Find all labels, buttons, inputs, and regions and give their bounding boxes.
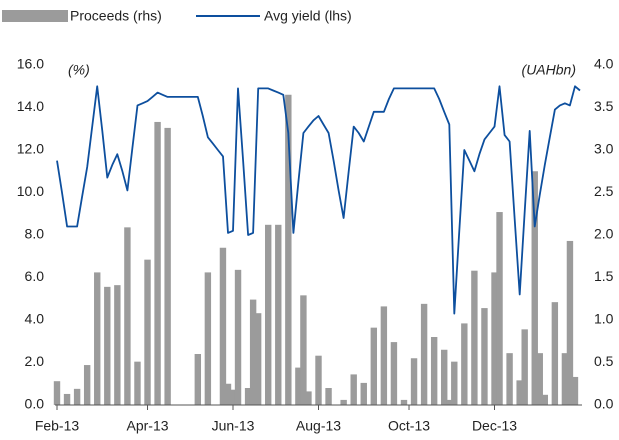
bar [561, 353, 569, 405]
bar [285, 94, 292, 405]
y-tick-label: 8.0 [25, 226, 45, 242]
bar [114, 285, 121, 405]
y2-tick-label: 0.5 [594, 353, 614, 369]
bar [63, 393, 71, 405]
legend-label: Avg yield (lhs) [264, 8, 352, 24]
bar [164, 127, 171, 406]
bar [219, 247, 227, 405]
bar [491, 272, 498, 405]
y2-tick-label: 0.0 [594, 396, 614, 412]
y2-tick-label: 3.5 [594, 98, 614, 114]
y2-tick-label: 4.0 [594, 56, 614, 72]
y2-tick-label: 2.0 [594, 226, 614, 242]
x-tick-label: Aug-13 [296, 418, 341, 434]
bar [124, 227, 131, 405]
bar [104, 286, 111, 405]
y2-tick-label: 2.5 [594, 183, 614, 199]
bar [325, 388, 332, 405]
bar [380, 306, 388, 405]
bar [53, 381, 61, 405]
x-tick-label: Feb-13 [35, 418, 80, 434]
bar [305, 391, 312, 405]
bar [536, 353, 543, 405]
bar [400, 399, 408, 405]
bar [295, 367, 302, 405]
y-tick-label: 12.0 [17, 141, 44, 157]
x-tick-label: Oct-13 [388, 418, 430, 434]
bar [410, 358, 418, 405]
bar [430, 337, 438, 405]
bar [531, 171, 538, 405]
y-tick-label: 16.0 [17, 56, 44, 72]
bar [154, 121, 161, 405]
y-tick-label: 10.0 [17, 183, 44, 199]
y2-tick-label: 1.5 [594, 268, 614, 284]
bar [249, 299, 257, 405]
bar [234, 269, 242, 405]
line [56, 85, 581, 315]
y2-tick-label: 1.0 [594, 311, 614, 327]
legend-swatch [2, 10, 68, 22]
bar [566, 240, 574, 405]
x-tick-label: Dec-13 [472, 418, 517, 434]
bar [370, 327, 378, 405]
bar [229, 389, 237, 405]
bar [315, 355, 322, 405]
bar [300, 295, 307, 405]
x-tick-label: Apr-13 [127, 418, 169, 434]
y2-axis-label: (UAHbn) [522, 62, 576, 78]
bar [204, 272, 212, 405]
bar [134, 361, 141, 405]
bar [446, 399, 453, 405]
bar [144, 259, 151, 405]
y-tick-label: 6.0 [25, 268, 45, 284]
bar [194, 354, 202, 405]
bar [451, 361, 458, 405]
bar [360, 382, 367, 405]
y-tick-label: 4.0 [25, 311, 45, 327]
bar [390, 342, 398, 405]
bar [420, 303, 428, 405]
bar [516, 380, 523, 405]
bar [265, 224, 272, 405]
bar [340, 399, 347, 405]
y-tick-label: 2.0 [25, 353, 45, 369]
bar [551, 302, 559, 405]
bar [441, 349, 448, 405]
legend-label: Proceeds (rhs) [70, 8, 162, 24]
bar [275, 224, 282, 405]
bar [83, 365, 91, 405]
bar [521, 329, 528, 405]
bar [506, 353, 513, 405]
bar [571, 376, 579, 405]
bar [224, 383, 232, 405]
bar [94, 272, 101, 405]
y-axis-label: (%) [68, 62, 90, 78]
bar [254, 313, 262, 405]
bar [461, 323, 468, 405]
x-tick-label: Jun-13 [212, 418, 255, 434]
bar [496, 212, 503, 405]
bar [541, 394, 548, 405]
bar [73, 388, 81, 405]
y-tick-label: 0.0 [25, 396, 45, 412]
bar [471, 270, 478, 405]
bar [350, 374, 357, 405]
bar [244, 388, 252, 405]
y2-tick-label: 3.0 [594, 141, 614, 157]
bar [481, 308, 488, 405]
y-tick-label: 14.0 [17, 98, 44, 114]
